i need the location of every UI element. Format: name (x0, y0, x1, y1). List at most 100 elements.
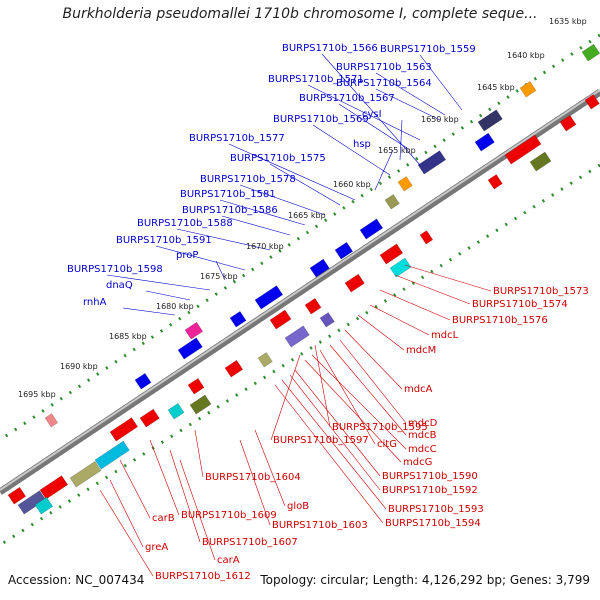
forward-label-18[interactable]: dnaQ (106, 280, 133, 291)
reverse-label-14[interactable]: BURPS1710b_1592 (382, 485, 478, 496)
forward-gene-6[interactable] (384, 194, 400, 210)
reverse-leader-19 (149, 439, 180, 516)
reverse-gene-15[interactable] (187, 377, 205, 395)
forward-label-3[interactable]: BURPS1710b_1564 (336, 78, 432, 89)
reverse-gene-22[interactable] (39, 475, 69, 500)
reverse-gene-21[interactable] (69, 461, 102, 488)
forward-label-12[interactable]: BURPS1710b_1581 (180, 189, 276, 200)
reverse-label-11[interactable]: mdcC (408, 444, 437, 455)
reverse-gene-0[interactable] (584, 94, 600, 110)
forward-label-11[interactable]: BURPS1710b_1578 (200, 174, 296, 185)
forward-gene-1[interactable] (519, 80, 537, 98)
reverse-label-23[interactable]: carA (217, 555, 240, 566)
kbp-tick-label-12: 1695 kbp (18, 390, 56, 399)
reverse-label-0[interactable]: BURPS1710b_1573 (493, 286, 589, 297)
reverse-gene-5[interactable] (419, 230, 434, 245)
forward-gene-10[interactable] (254, 285, 284, 310)
reverse-gene-3[interactable] (529, 151, 552, 172)
forward-label-15[interactable]: BURPS1710b_1591 (116, 235, 212, 246)
reverse-gene-7[interactable] (389, 257, 412, 278)
reverse-label-21[interactable]: carB (152, 513, 175, 524)
reverse-label-22[interactable]: BURPS1710b_1607 (202, 537, 298, 548)
reverse-gene-17[interactable] (167, 402, 185, 420)
reverse-gene-2[interactable] (504, 134, 542, 165)
forward-leader-13 (221, 215, 291, 236)
forward-label-16[interactable]: proP (176, 250, 198, 261)
reverse-label-19[interactable]: BURPS1710b_1609 (181, 510, 277, 521)
forward-label-5[interactable]: BURPS1710b_1567 (299, 93, 395, 104)
forward-leader-12 (219, 199, 306, 226)
reverse-label-25[interactable]: BURPS1710b_1612 (155, 571, 251, 582)
forward-label-17[interactable]: BURPS1710b_1598 (67, 264, 163, 275)
reverse-gene-19[interactable] (109, 417, 139, 442)
reverse-gene-24[interactable] (7, 486, 27, 505)
forward-label-4[interactable]: BURPS1710b_1571 (268, 74, 364, 85)
forward-label-6[interactable]: cysI (362, 109, 382, 120)
reverse-leader-20 (239, 439, 271, 526)
kbp-tick-label-0: 1635 kbp (549, 17, 587, 26)
forward-gene-13[interactable] (177, 337, 203, 360)
reverse-label-9[interactable]: mdcB (408, 430, 437, 441)
forward-gene-9[interactable] (309, 258, 330, 278)
reverse-leader-15 (281, 379, 387, 510)
reverse-gene-16[interactable] (189, 394, 212, 415)
reverse-gene-4[interactable] (487, 174, 503, 190)
reverse-label-5[interactable]: mdcA (404, 384, 433, 395)
forward-label-10[interactable]: BURPS1710b_1575 (230, 153, 326, 164)
reverse-gene-25[interactable] (34, 496, 54, 515)
reverse-label-13[interactable]: BURPS1710b_1590 (382, 471, 478, 482)
reverse-label-2[interactable]: BURPS1710b_1576 (452, 315, 548, 326)
forward-gene-11[interactable] (229, 310, 247, 328)
forward-leader-10 (269, 163, 341, 206)
reverse-label-12[interactable]: mdcG (403, 457, 432, 468)
forward-gene-7[interactable] (359, 218, 384, 240)
reverse-gene-23[interactable] (17, 490, 47, 515)
forward-label-14[interactable]: BURPS1710b_1588 (137, 218, 233, 229)
reverse-gene-8[interactable] (344, 273, 365, 293)
forward-label-0[interactable]: BURPS1710b_1566 (282, 43, 378, 54)
kbp-tick-label-4: 1655 kbp (378, 146, 416, 155)
forward-gene-12[interactable] (184, 321, 204, 340)
reverse-label-1[interactable]: BURPS1710b_1574 (472, 299, 568, 310)
reverse-leader-6 (314, 344, 331, 428)
forward-label-13[interactable]: BURPS1710b_1586 (182, 205, 278, 216)
reverse-gene-10[interactable] (269, 309, 292, 330)
reverse-label-18[interactable]: gloB (287, 501, 309, 512)
reverse-label-3[interactable]: mdcL (431, 330, 459, 341)
forward-label-2[interactable]: BURPS1710b_1563 (336, 62, 432, 73)
reverse-gene-9[interactable] (304, 297, 322, 315)
reverse-label-7[interactable]: BURPS1710b_1597 (273, 435, 369, 446)
reverse-label-10[interactable]: citG (377, 439, 397, 450)
reverse-gene-12[interactable] (284, 325, 310, 348)
reverse-gene-20[interactable] (94, 440, 130, 470)
reverse-gene-11[interactable] (319, 312, 335, 328)
forward-gene-2[interactable] (477, 109, 503, 132)
reverse-label-16[interactable]: BURPS1710b_1594 (385, 518, 481, 529)
reverse-label-4[interactable]: mdcM (406, 345, 436, 356)
forward-gene-15[interactable] (44, 413, 59, 428)
forward-gene-8[interactable] (334, 241, 354, 260)
forward-gene-4[interactable] (417, 150, 447, 175)
forward-gene-3[interactable] (474, 132, 495, 152)
reverse-gene-14[interactable] (224, 359, 244, 378)
reverse-label-8[interactable]: mdcD (408, 418, 438, 429)
forward-gene-14[interactable] (134, 372, 152, 390)
reverse-label-6[interactable]: BURPS1710b_1595 (332, 422, 428, 433)
forward-label-9[interactable]: BURPS1710b_1577 (189, 133, 285, 144)
forward-label-19[interactable]: rnhA (83, 297, 107, 308)
reverse-gene-18[interactable] (139, 408, 160, 428)
reverse-label-20[interactable]: BURPS1710b_1603 (272, 520, 368, 531)
reverse-leader-9 (329, 344, 407, 436)
reverse-label-24[interactable]: greA (145, 542, 168, 553)
reverse-label-17[interactable]: BURPS1710b_1604 (205, 472, 301, 483)
reverse-label-15[interactable]: BURPS1710b_1593 (388, 504, 484, 515)
forward-label-8[interactable]: hsp (353, 139, 371, 150)
forward-gene-0[interactable] (581, 43, 600, 62)
forward-label-7[interactable]: BURPS1710b_1569 (273, 114, 369, 125)
forward-label-1[interactable]: BURPS1710b_1559 (380, 44, 476, 55)
reverse-gene-6[interactable] (379, 243, 404, 265)
reverse-gene-13[interactable] (257, 352, 273, 368)
forward-gene-5[interactable] (397, 176, 413, 192)
reverse-gene-1[interactable] (559, 114, 577, 132)
